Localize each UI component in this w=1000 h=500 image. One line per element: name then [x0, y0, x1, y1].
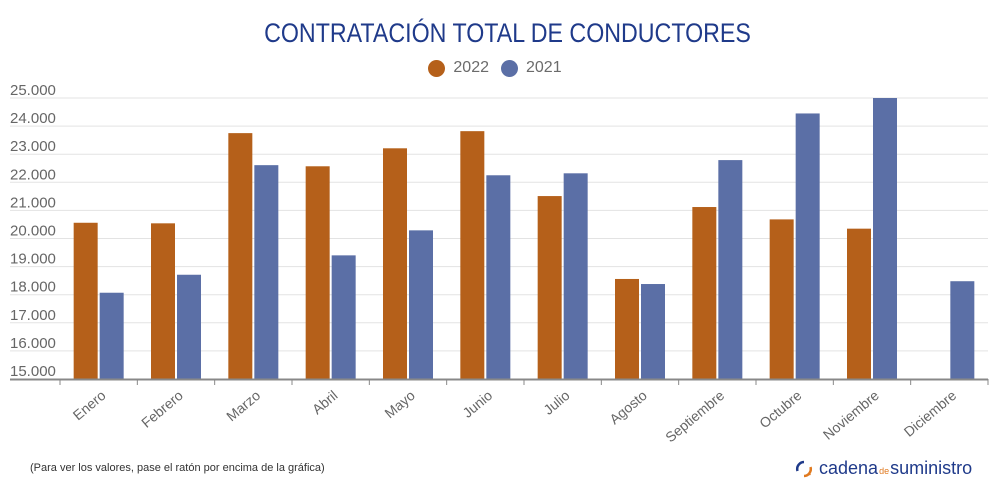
bar-2022-mayo[interactable] [383, 148, 407, 379]
legend-label-2021: 2021 [526, 59, 562, 76]
bar-2022-febrero[interactable] [151, 223, 175, 379]
bar-2021-septiembre[interactable] [718, 160, 743, 379]
y-tick-label: 16.000 [10, 335, 56, 352]
bar-2022-septiembre[interactable] [692, 207, 717, 379]
legend-label-2022: 2022 [453, 59, 489, 76]
legend-item-2021[interactable]: 2021 [501, 59, 562, 77]
x-tick-label: Mayo [381, 387, 418, 421]
x-tick-label: Agosto [606, 387, 650, 427]
y-tick-label: 25.000 [10, 82, 56, 99]
legend-item-2022[interactable]: 2022 [428, 59, 489, 77]
x-tick-label: Febrero [138, 387, 186, 431]
bar-2021-agosto[interactable] [641, 284, 665, 379]
bar-2022-marzo[interactable] [228, 133, 253, 379]
chart-title: CONTRATACIÓN TOTAL DE CONDUCTORES [264, 18, 751, 48]
bar-2021-enero[interactable] [99, 292, 124, 379]
bar-2021-octubre[interactable] [795, 113, 820, 379]
hover-hint-note: (Para ver los valores, pase el ratón por… [30, 462, 325, 474]
bar-2022-agosto[interactable] [615, 278, 639, 379]
y-tick-label: 19.000 [10, 251, 56, 268]
legend-swatch-2021 [501, 59, 518, 77]
bar-2021-junio[interactable] [486, 175, 511, 379]
x-tick-label: Julio [540, 387, 573, 418]
bar-2021-julio[interactable] [563, 173, 588, 379]
legend: 2022 2021 [0, 59, 990, 77]
bar-2022-noviembre[interactable] [847, 228, 871, 379]
x-tick-label: Diciembre [901, 387, 960, 440]
bar-2021-diciembre[interactable] [950, 281, 975, 379]
legend-swatch-2022 [428, 59, 446, 77]
bar-2021-noviembre[interactable] [873, 98, 897, 379]
brand-text-de: de [879, 466, 890, 476]
y-tick-label: 24.000 [10, 110, 56, 127]
x-tick-label: Octubre [756, 387, 805, 431]
y-tick-label: 18.000 [10, 279, 56, 296]
bar-2022-octubre[interactable] [769, 219, 794, 379]
refresh-arrows-icon [795, 460, 813, 477]
x-tick-label: Noviembre [820, 387, 882, 443]
brand-logo: cadenadesuministro [795, 458, 972, 479]
bar-chart[interactable]: 15.000 16.000 17.000 18.000 19.000 20.000 21.0… [0, 0, 1000, 460]
bar-2022-abril[interactable] [305, 166, 330, 379]
x-tick-label: Marzo [223, 387, 263, 424]
bar-2021-abril[interactable] [331, 255, 356, 379]
y-tick-label: 17.000 [10, 307, 56, 324]
x-tick-label: Septiembre [662, 387, 727, 445]
bar-2022-junio[interactable] [460, 131, 485, 379]
y-tick-label: 23.000 [10, 138, 56, 155]
bar-2021-febrero[interactable] [177, 274, 201, 379]
y-tick-label: 22.000 [10, 166, 56, 183]
brand-text-cadena: cadena [819, 458, 879, 478]
brand-text-suministro: suministro [890, 458, 973, 478]
x-tick-label: Junio [459, 387, 495, 421]
y-tick-label: 20.000 [10, 223, 56, 240]
y-tick-label: 15.000 [10, 363, 56, 380]
bar-2021-mayo[interactable] [409, 230, 433, 379]
y-tick-label: 21.000 [10, 194, 56, 211]
x-tick-label: Enero [70, 387, 109, 423]
bar-2022-julio[interactable] [537, 196, 562, 379]
bar-2022-enero[interactable] [73, 222, 98, 379]
x-tick-label: Abril [309, 387, 341, 417]
bar-2021-marzo[interactable] [254, 165, 279, 379]
